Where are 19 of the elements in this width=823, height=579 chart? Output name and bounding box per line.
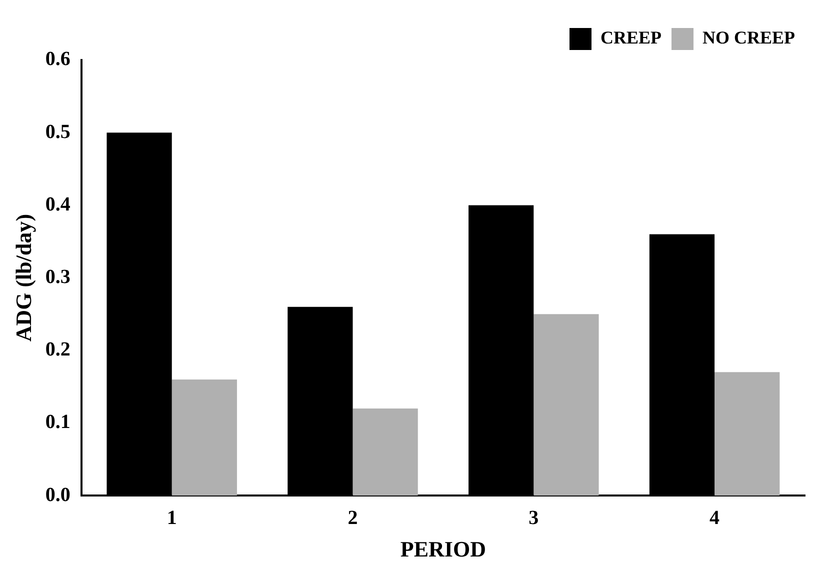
bar [534, 314, 599, 496]
y-tick-label: 0.3 [45, 266, 70, 288]
text: 0.0 [45, 484, 70, 506]
y-tick-label: 0.2 [45, 338, 70, 361]
y-tick-label: 0.1 [45, 411, 70, 434]
bar [714, 372, 780, 496]
bar [172, 379, 237, 496]
x-tick-label: 4 [710, 506, 720, 529]
legend-label: CREEP [600, 28, 662, 48]
y-tick-label: 0.6 [45, 48, 70, 70]
x-tick-label: 3 [528, 506, 539, 529]
y-tick-label: 0.5 [45, 120, 70, 143]
x-tick-label: 1 [166, 506, 177, 529]
x-tick-label: 2 [348, 506, 358, 529]
bar [352, 408, 418, 496]
y-tick-label: 0.4 [45, 193, 70, 216]
legend-label: NO CREEP [702, 28, 796, 48]
y-axis-title: ADG (lb/day) [10, 214, 36, 342]
x-axis-title: PERIOD [400, 536, 486, 562]
